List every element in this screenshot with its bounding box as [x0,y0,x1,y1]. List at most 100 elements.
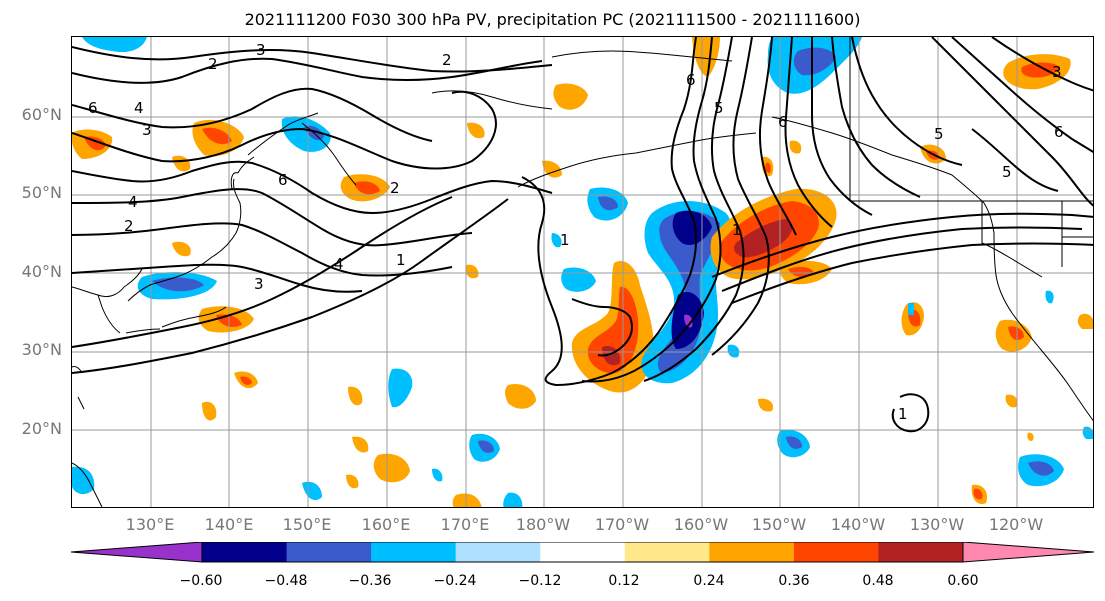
colorbar-tick-label: 0.36 [778,573,810,589]
precip-cyan-area [1045,290,1054,304]
precip-orange-area [465,264,479,279]
lat-label-50n: 50°N [21,183,62,202]
precip-red-area [202,127,232,145]
precip-red-area [788,266,814,278]
precip-orange-area [452,493,482,507]
precip-red-area [1021,62,1060,78]
lon-label-170e: 170°E [440,515,490,534]
precip-darkred-area [734,219,793,258]
precip-orange-area [1005,394,1018,408]
contour-label-2: 2 [442,51,452,69]
precip-red-area [973,488,983,500]
precip-orange-area [346,474,359,489]
colorbar-tick-label: −0.36 [348,573,392,589]
lat-label-60n: 60°N [21,105,62,124]
contour-label-6: 6 [88,99,98,117]
lon-label-160w: 160°W [673,515,729,534]
precip-blue-area [478,440,494,453]
contour-label-6: 6 [778,113,788,131]
contour-label-6: 6 [686,71,696,89]
contour-label-5: 5 [714,99,724,117]
precip-cyan-area [72,466,95,495]
lon-label-140w: 140°W [830,515,886,534]
lon-label-140e: 140°E [204,515,254,534]
contour-label-1: 1 [898,405,908,423]
contour-label-1: 1 [732,221,742,239]
map-canvas: 3 2 2 6 4 3 6 2 4 2 3 4 1 1 6 5 6 1 3 6 … [72,37,1093,507]
colorbar-tick-label: 0.60 [947,573,979,589]
precip-orange-area [553,83,588,110]
precip-cyan-area [281,116,331,152]
colorbar-tick-label: −0.60 [179,573,223,589]
colorbar-segment [371,542,457,562]
precip-orange-area [758,398,774,412]
precip-cyan-area [503,492,523,507]
colorbar-segment [202,542,288,562]
contour-label-2: 2 [390,179,400,197]
precip-orange-area [352,436,369,453]
lon-label-120w: 120°W [988,515,1044,534]
contour-label-3: 3 [142,121,152,139]
contour-label-3: 3 [256,41,266,59]
colorbar-segment [878,542,964,562]
precip-blue-area [1028,461,1054,476]
colorbar-tick-label: −0.12 [518,573,562,589]
contour-label-1: 1 [560,231,570,249]
precip-orange-area [1077,313,1093,329]
lon-label-130e: 130°E [125,515,175,534]
precip-cyan-area [432,468,443,482]
precip-cyan-area [302,481,322,501]
contour-label-5: 5 [1002,163,1012,181]
precip-orange-area [789,140,802,154]
precip-cyan-area [1082,426,1093,439]
lon-label-160e: 160°E [361,515,411,534]
colorbar-tick-label: 0.12 [608,573,640,589]
colorbar-outline [201,542,964,563]
contour-label-6: 6 [278,171,288,189]
precip-red-area [240,376,252,385]
colorbar-extend-low [70,542,203,563]
colorbar-segment [286,542,372,562]
colorbar-segment [540,542,626,562]
lon-label-170w: 170°W [594,515,650,534]
pv-contours [72,37,1093,433]
precip-orange-area [467,122,485,139]
precip-cyan-area [388,368,413,408]
lon-label-150e: 150°E [282,515,332,534]
graticule [72,37,1093,507]
lon-label-180w: 180°W [515,515,571,534]
contour-label-2: 2 [208,55,218,73]
colorbar-extend-high [962,542,1095,563]
precip-cyan-area [82,37,147,53]
contour-labels: 3 2 2 6 4 3 6 2 4 2 3 4 1 1 6 5 6 1 3 6 … [88,41,1064,423]
precip-blue-area [793,47,836,76]
colorbar [70,542,1095,563]
precip-orange-area [1027,432,1034,441]
colorbar-tick-label: −0.24 [433,573,477,589]
colorbar-tick-label: 0.48 [862,573,894,589]
precip-blue-area [598,196,618,211]
precip-cyan-area [561,267,596,292]
colorbar-tick-label: −0.48 [264,573,308,589]
lat-label-40n: 40°N [21,262,62,281]
map-title: 2021111200 F030 300 hPa PV, precipitatio… [244,10,861,29]
precip-cyan-area [908,303,914,315]
precip-orange-area [542,160,562,178]
precip-orange-area [692,37,720,77]
contour-label-3: 3 [254,275,264,293]
contour-label-5: 5 [934,125,944,143]
contour-label-4: 4 [128,193,138,211]
precip-orange-area [172,155,191,172]
lat-label-30n: 30°N [21,340,62,359]
lon-label-130w: 130°W [909,515,965,534]
colorbar-tick-label: 0.24 [693,573,725,589]
precip-orange-area [172,241,191,257]
precip-orange-area [373,453,410,483]
contour-label-3: 3 [1052,63,1062,81]
colorbar-segment [709,542,795,562]
colorbar-segment [624,542,710,562]
colorbar-segment [455,542,541,562]
contour-label-4: 4 [334,255,344,273]
lon-label-150w: 150°W [751,515,807,534]
contour-label-1: 1 [396,251,406,269]
